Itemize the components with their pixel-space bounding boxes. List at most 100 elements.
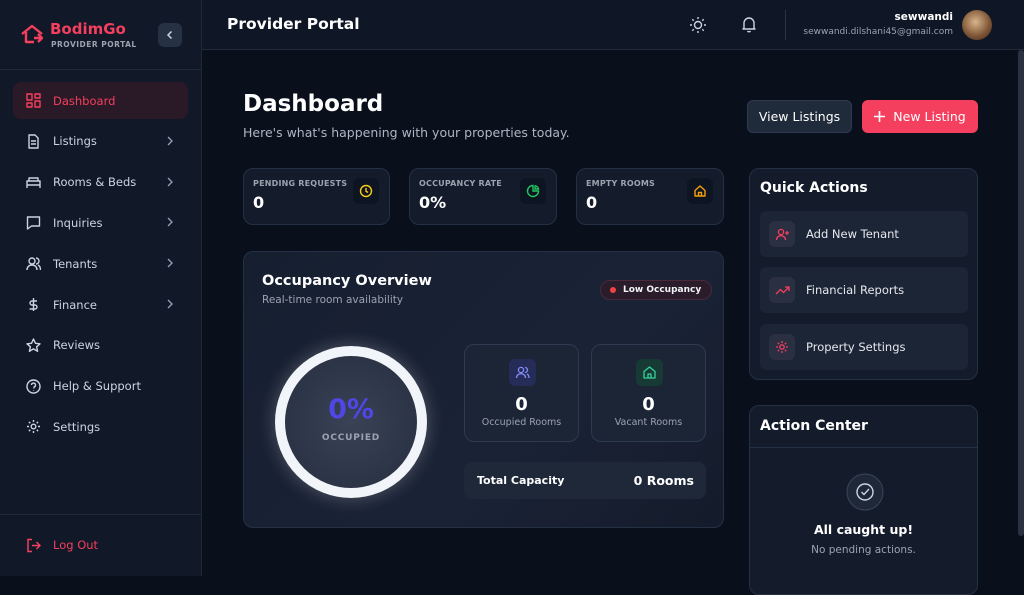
quick-action-label: Financial Reports (806, 283, 905, 297)
room-label: Vacant Rooms (614, 417, 683, 428)
action-center-text: No pending actions. (811, 544, 916, 556)
stat-label: OCCUPANCY RATE (419, 179, 502, 188)
nav-icon (26, 176, 41, 188)
new-listing-button[interactable]: New Listing (862, 100, 978, 133)
nav-label: Tenants (53, 256, 98, 271)
nav-label: Settings (53, 419, 101, 434)
action-center-heading: All caught up! (813, 522, 914, 537)
stat-card: OCCUPANCY RATE 0% (409, 168, 557, 225)
room-label: Occupied Rooms (481, 417, 562, 428)
avatar[interactable] (962, 10, 992, 40)
room-card: 0 Occupied Rooms (464, 344, 579, 442)
stat-label: PENDING REQUESTS (253, 179, 348, 188)
divider (0, 514, 201, 515)
quick-action-icon (769, 221, 795, 247)
stat-value: 0 (253, 193, 265, 212)
divider (750, 447, 977, 448)
overview-subtitle: Real-time room availability (262, 294, 404, 306)
overview-card: Occupancy Overview Real-time room availa… (243, 251, 724, 528)
stat-value: 0% (419, 193, 447, 212)
stat-icon (520, 178, 546, 204)
quick-action-label: Property Settings (806, 340, 906, 354)
logo (21, 24, 44, 44)
scrollbar (1018, 50, 1024, 536)
nav-item[interactable]: Help & Support (13, 368, 188, 405)
user-email: sewwandi.dilshani45@gmail.com (803, 27, 953, 37)
room-card: 0 Vacant Rooms (591, 344, 706, 442)
room-icon (509, 359, 536, 386)
stat-icon (687, 178, 713, 204)
nav-icon (26, 216, 41, 231)
nav-item[interactable]: Settings (13, 408, 188, 445)
nav-label: Help & Support (53, 379, 141, 394)
brand-subtitle: PROVIDER PORTAL (51, 40, 137, 49)
nav-icon (27, 420, 40, 434)
nav-icon (28, 134, 39, 149)
stat-value: 0 (586, 193, 598, 212)
theme-toggle[interactable] (689, 16, 707, 34)
divider (785, 10, 786, 40)
badge-text: Low Occupancy (623, 285, 702, 295)
nav-label: Listings (53, 134, 97, 149)
badge-dot (610, 287, 616, 293)
quick-action[interactable]: Property Settings (760, 324, 968, 370)
donut (275, 346, 427, 498)
header: Provider Portal sewwandi sewwandi.dilsha… (202, 0, 1024, 50)
overview-title: Occupancy Overview (262, 273, 432, 289)
quick-action-label: Add New Tenant (806, 227, 899, 241)
action-center-title: Action Center (760, 418, 868, 434)
stat-card: EMPTY ROOMS 0 (576, 168, 724, 225)
logout[interactable]: Log Out (53, 538, 99, 552)
quick-actions-title: Quick Actions (760, 180, 868, 196)
room-value: 0 (515, 394, 528, 415)
header-title: Provider Portal (227, 15, 360, 33)
nav-item[interactable]: Listings (13, 123, 188, 160)
chevron (167, 136, 173, 146)
button-label: New Listing (893, 109, 966, 124)
brand-bar (0, 0, 201, 70)
nav-label: Dashboard (53, 93, 116, 108)
quick-action-icon (769, 334, 795, 360)
chevron (167, 299, 173, 309)
quick-action[interactable]: Financial Reports (760, 267, 968, 313)
nav-label: Reviews (53, 338, 101, 353)
stat-label: EMPTY ROOMS (586, 179, 656, 188)
nav-item[interactable]: Finance (13, 286, 188, 323)
quick-action-icon (769, 277, 795, 303)
logout-icon (27, 538, 41, 553)
nav-item[interactable]: Rooms & Beds (13, 164, 188, 201)
nav-icon (26, 378, 41, 394)
nav-item[interactable]: Reviews (13, 327, 188, 364)
action-center-card: Action Center All caught up! No pending … (749, 405, 978, 595)
donut-value: 0% (328, 394, 374, 425)
sidebar: BodimGo PROVIDER PORTAL Dashboard Listing… (0, 0, 202, 576)
nav-icon (26, 338, 41, 352)
total-row: Total Capacity 0 Rooms (464, 462, 706, 499)
collapse-button[interactable] (158, 23, 182, 47)
nav-icon (29, 298, 38, 311)
view-listings-button[interactable]: View Listings (747, 100, 852, 133)
nav-item[interactable]: Tenants (13, 245, 188, 282)
brand: BodimGo (50, 20, 126, 38)
nav-label: Rooms & Beds (53, 175, 137, 190)
badge: Low Occupancy (600, 280, 713, 300)
room-icon (636, 359, 663, 386)
nav-item[interactable]: Dashboard (13, 82, 188, 119)
page-subtitle: Here's what's happening with your proper… (243, 125, 570, 140)
notifications[interactable] (740, 15, 758, 33)
chevron (167, 258, 173, 268)
nav-icon (26, 93, 41, 108)
user-name: sewwandi (894, 11, 953, 23)
total-label: Total Capacity (477, 474, 565, 487)
page-title: Dashboard (243, 91, 384, 117)
check-icon (846, 473, 884, 511)
chevron (167, 177, 173, 187)
nav-icon (26, 257, 41, 271)
total-value: 0 Rooms (633, 473, 694, 488)
nav-item[interactable]: Inquiries (13, 204, 188, 241)
nav-label: Finance (53, 297, 97, 312)
nav-label: Inquiries (53, 215, 103, 230)
quick-action[interactable]: Add New Tenant (760, 211, 968, 257)
